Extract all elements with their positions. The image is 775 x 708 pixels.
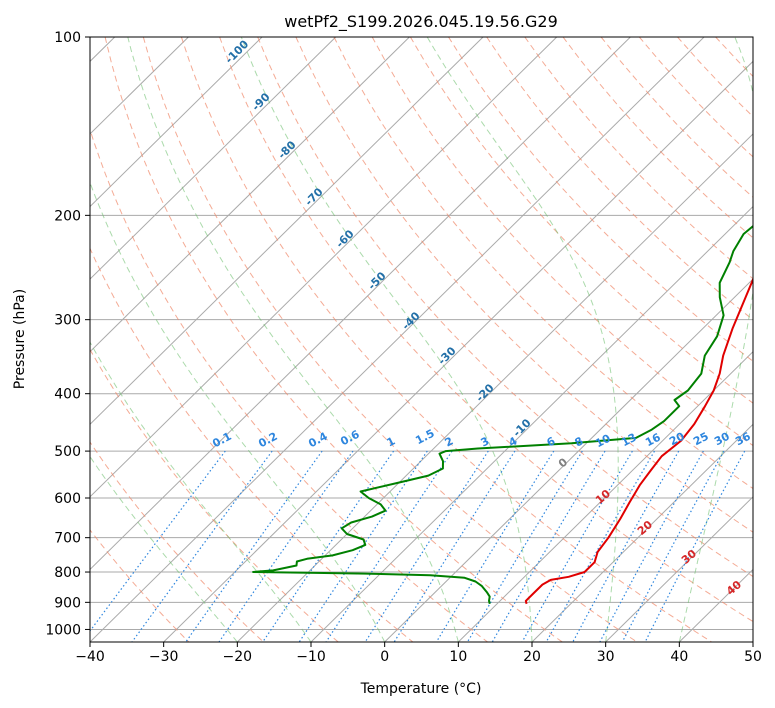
y-tick-label: 100	[54, 30, 81, 46]
moist-adiabat-line	[678, 37, 753, 642]
dry-adiabats	[90, 37, 753, 642]
dry-adiabat-line	[104, 37, 563, 642]
x-tick-label: −10	[296, 649, 326, 665]
dry-adiabat-line	[409, 37, 753, 404]
mixing-ratio-label: 25	[691, 430, 711, 449]
mixing-ratio-line	[599, 450, 704, 642]
mixing-ratio-line	[185, 450, 323, 642]
moist-adiabat-line	[240, 37, 533, 642]
dry-adiabat-line	[333, 37, 753, 490]
x-axis-label: Temperature (°C)	[360, 681, 482, 697]
temperature-profile-line	[524, 276, 753, 605]
y-tick-label: 900	[54, 595, 81, 611]
plot-frame	[89, 36, 754, 643]
x-tick-label: 40	[670, 649, 688, 665]
y-tick-label: 800	[54, 565, 81, 581]
y-tick-label: 600	[54, 491, 81, 507]
dry-adiabat-line	[90, 529, 190, 642]
mixing-ratio-line	[621, 450, 725, 642]
dry-adiabat-line	[142, 37, 638, 642]
y-tick-label: 500	[54, 444, 81, 460]
isotherm-line	[90, 37, 263, 208]
mixing-ratio-line	[435, 450, 555, 642]
dewpoint-profile-line	[252, 224, 753, 605]
x-tick-label: 30	[597, 649, 615, 665]
moist-adiabat-line	[90, 181, 386, 642]
mixing-ratio-label: 20	[667, 430, 687, 449]
y-tick-label: 400	[54, 387, 81, 403]
mixing-ratio-label: 16	[643, 431, 663, 450]
isotherm-line	[90, 37, 631, 571]
dry-adiabat-line	[219, 37, 753, 623]
plot-area: -100-90-80-70-60-50-40-30-20-100.1 0.2 0.4…	[90, 37, 753, 642]
isotherm-line	[605, 496, 753, 642]
dry-adiabat-line	[295, 37, 753, 533]
isotherm-line	[90, 37, 337, 280]
dry-adiabat-line	[180, 37, 712, 642]
isotherm-line	[90, 37, 558, 498]
pressure-gridlines	[90, 37, 753, 630]
mixing-ratio-line	[325, 450, 453, 642]
x-tick-label: 10	[449, 649, 467, 665]
mixing-ratio-line	[298, 450, 428, 642]
x-tick-label: 50	[744, 649, 762, 665]
mixing-ratio-line	[644, 450, 746, 642]
dry-adiabat-line	[90, 127, 488, 642]
isotherm-line	[531, 423, 753, 642]
isotherm-line	[163, 60, 753, 642]
mixing-ratio-line	[90, 450, 226, 632]
moist-adiabats	[90, 37, 753, 642]
x-tick-label: 20	[523, 649, 541, 665]
x-tick-label: −40	[75, 649, 105, 665]
mixing-ratio-label: 13	[619, 431, 639, 450]
mixing-ratio-label: 36	[733, 430, 753, 449]
dry-adiabat-line	[448, 37, 753, 362]
mixing-ratio-line	[545, 450, 656, 642]
profile-series	[252, 224, 753, 605]
axes: −40 −30 −20 −10 0 10 20 30 40 50 100 200 300 400 500 60…	[45, 30, 762, 665]
mixing-ratio-line	[218, 450, 354, 642]
x-tick-label: 0	[380, 649, 389, 665]
skewed-isotherms	[90, 37, 753, 642]
x-tick-label: −20	[223, 649, 253, 665]
y-axis-label: Pressure (hPa)	[12, 289, 28, 389]
isotherm-line	[384, 278, 753, 642]
moist-adiabat-line	[90, 341, 312, 642]
moist-adiabat-line	[426, 37, 619, 642]
isotherm-line	[457, 350, 753, 642]
mixing-ratio-label: 30	[712, 430, 732, 449]
mixing-ratio-line	[131, 450, 273, 642]
y-tick-label: 1000	[45, 622, 81, 638]
isotherm-line	[236, 133, 753, 642]
isotherm-line	[90, 37, 705, 642]
chart-title: wetPf2_S199.2026.045.19.56.G29	[284, 12, 558, 32]
mixing-ratio-line	[572, 450, 680, 642]
y-tick-label: 200	[54, 208, 81, 224]
y-tick-label: 300	[54, 313, 81, 329]
isotherm-line	[90, 37, 410, 353]
x-tick-label: −30	[149, 649, 179, 665]
moist-adiabat-line	[90, 455, 238, 642]
mixing-ratio-label: 10	[593, 432, 613, 451]
moist-adiabat-line	[127, 37, 459, 642]
y-tick-label: 700	[54, 531, 81, 547]
isotherm-line	[90, 37, 484, 425]
